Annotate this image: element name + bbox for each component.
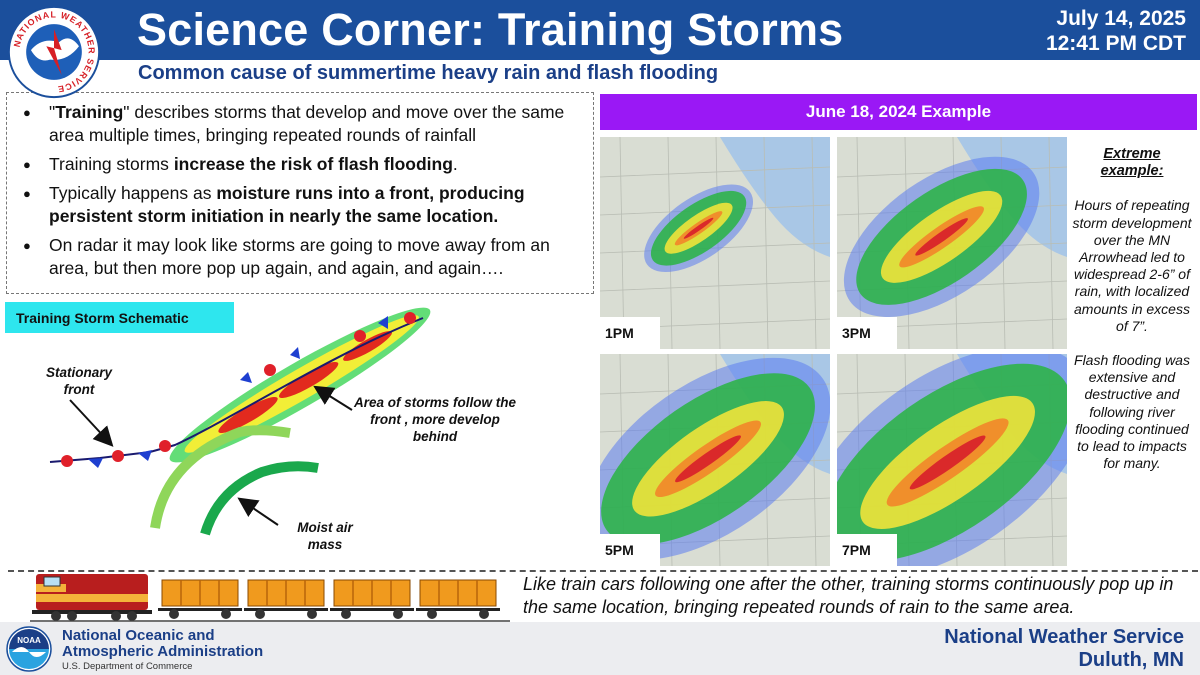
bullet-text: Training [55,102,124,122]
bullet-item: On radar it may look like storms are goi… [23,234,583,280]
locomotive [32,574,152,621]
front-symbols [61,312,416,468]
page-subtitle: Common cause of summertime heavy rain an… [138,62,719,84]
radar-time-label: 1PM [600,317,660,349]
moist-air-arrow [237,497,279,526]
train-analogy-text: Like train cars following one after the … [523,574,1174,617]
moist-air-arc-outer [150,425,291,529]
radar-time-label: 3PM [837,317,897,349]
office-line2: Duluth, MN [1078,649,1184,671]
storms-arrow [313,385,353,411]
header-bar [0,0,1200,60]
footer-bar: NOAA National Oceanic and Atmospheric Ad… [0,622,1200,675]
storms-note: Area of storms follow the front , more d… [353,395,517,444]
noaa-name-line1: National Oceanic and [62,627,215,644]
radar-frame-5pm: 5PM [600,354,830,566]
bullet-text: . [452,154,458,174]
bullet-list: "Training" describes storms that develop… [23,101,583,280]
noaa-logo: NOAA [6,626,52,672]
moist-air-arc-inner [200,461,319,536]
noaa-logo-text: NOAA [17,636,41,645]
extreme-example-paragraph-2: Flash flooding was extensive and destruc… [1074,352,1190,472]
bullet-item: Typically happens as moisture runs into … [23,182,583,228]
storm-band [169,307,431,463]
radar-time-label: 7PM [837,534,897,566]
front-arrow [69,399,114,447]
radar-frame-7pm: 7PM [837,354,1067,566]
date-text: July 14, 2025 [1056,7,1186,30]
extreme-example-heading: Extreme example: [1100,146,1164,180]
bullet-item: "Training" describes storms that develop… [23,101,583,147]
bullet-text: On radar it may look like storms are goi… [49,235,550,278]
moist-air-note: Moist air mass [297,520,353,552]
bullet-text: moisture runs into a front, producing pe… [49,183,525,226]
bullet-text: Training storms [49,154,174,174]
date-stamp: July 14, 2025 12:41 PM CDT [1046,6,1186,56]
section-divider [8,570,1198,572]
radar-frame-3pm: 3PM [837,137,1067,349]
bullet-item: Training storms increase the risk of fla… [23,153,583,176]
hopper-cars [158,579,500,619]
noaa-name: National Oceanic and Atmospheric Adminis… [62,628,263,659]
radar-image [837,354,1067,566]
bullet-box: "Training" describes storms that develop… [6,92,594,294]
extreme-example-text: Extreme example: Hours of repeating stor… [1070,146,1194,472]
bullet-text: increase the risk of flash flooding [173,154,453,174]
stationary-front-line [49,317,424,463]
nws-logo: NATIONAL WEATHER SERVICE [7,5,101,99]
bullet-text: " describes storms that develop and move… [49,102,565,145]
radar-image [600,137,830,349]
bullet-text: Typically happens as [49,183,217,203]
example-band: June 18, 2024 Example [600,94,1197,130]
radar-frame-1pm: 1PM [600,137,830,349]
radar-image [600,354,830,566]
training-storm-schematic [49,307,431,536]
page-title: Science Corner: Training Storms [137,4,844,55]
stationary-front-note: Stationary front [45,365,113,397]
office-name: National Weather Service Duluth, MN [944,626,1184,672]
radar-image [837,137,1067,349]
extreme-example-paragraph-1: Hours of repeating storm development ove… [1072,197,1192,334]
time-text: 12:41 PM CDT [1045,32,1186,55]
noaa-department: U.S. Department of Commerce [62,661,193,672]
noaa-name-line2: Atmospheric Administration [62,642,264,660]
bullet-text: " [49,102,56,122]
train-illustration [30,574,510,622]
schematic-label: Training Storm Schematic [5,302,234,333]
office-line1: National Weather Service [944,626,1184,648]
radar-time-label: 5PM [600,534,660,566]
